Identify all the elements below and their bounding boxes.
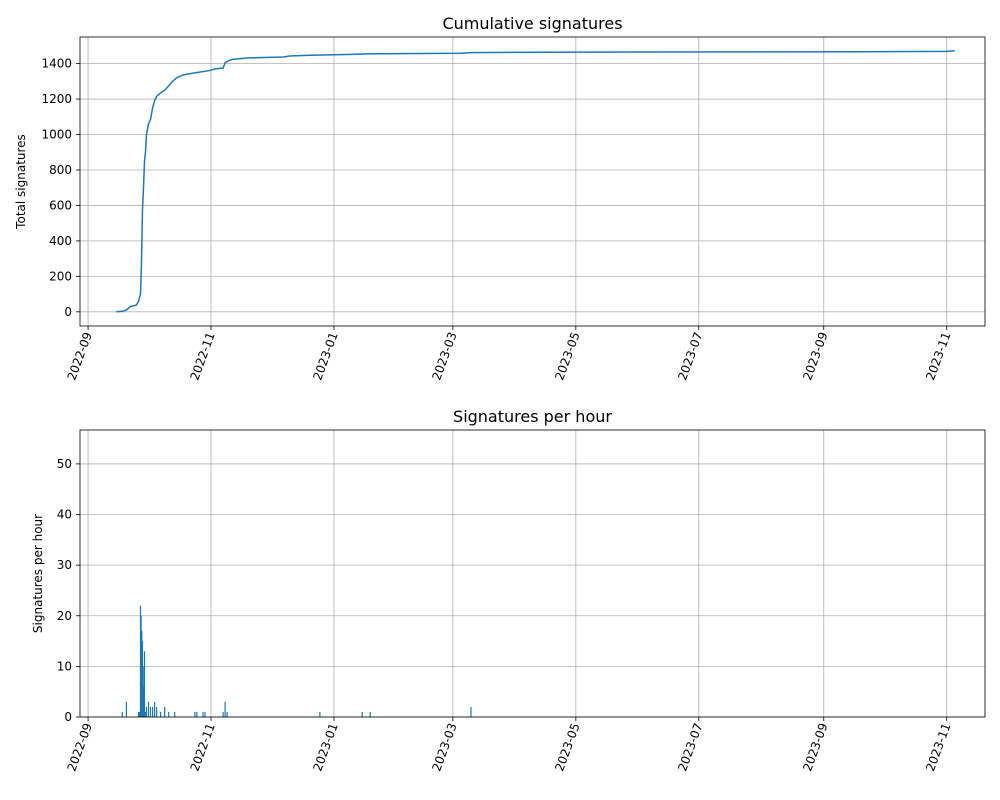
bar [140, 615, 142, 717]
axes-frame [79, 429, 986, 718]
bar [204, 711, 206, 717]
x-tick-label: 2022-11 [188, 330, 218, 382]
y-tick-label: 10 [57, 659, 72, 673]
bar [196, 711, 198, 717]
bar [154, 701, 156, 717]
y-axis-label: Signatures per hour [31, 514, 45, 633]
bar [222, 711, 224, 717]
signatures-per-hour-chart: 0 10 20 30 40 50 2022-09 2022-11 2023-01 2023-03 2… [31, 407, 986, 773]
y-tick-label: 0 [64, 710, 72, 724]
x-tick-label: 2023-09 [800, 330, 830, 382]
bar [141, 631, 143, 717]
y-tick-label: 20 [57, 609, 72, 623]
y-tick-label: 1200 [41, 92, 72, 106]
y-tick-label: 600 [49, 198, 72, 212]
x-tick-label: 2023-11 [923, 330, 953, 382]
bar [145, 706, 148, 717]
y-tick-label: 200 [49, 269, 72, 283]
y-tick-label: 0 [64, 305, 72, 319]
x-tick-label: 2023-05 [552, 330, 582, 382]
bar [174, 711, 176, 717]
x-tick-label: 2023-03 [429, 330, 459, 382]
x-tick-label: 2023-09 [800, 721, 830, 773]
bar [144, 711, 147, 717]
x-tick-label: 2023-11 [923, 721, 953, 773]
y-axis-label: Total signatures [14, 134, 28, 230]
bar [147, 701, 150, 717]
bar [143, 651, 146, 717]
bar [202, 711, 204, 717]
chart-title: Cumulative signatures [442, 14, 622, 33]
bar [168, 711, 170, 717]
bar [361, 711, 363, 717]
bar [152, 706, 154, 717]
x-tick-label: 2023-01 [310, 721, 340, 773]
y-tick-label: 30 [57, 558, 72, 572]
cumulative-signatures-chart: 0 200 400 600 800 1000 1200 1400 2022-09 2022-11 2… [14, 14, 986, 382]
x-tick-label: 2022-09 [65, 330, 95, 382]
x-tick-label: 2022-09 [65, 721, 95, 773]
y-tick-label: 800 [49, 163, 72, 177]
axes-frame [79, 36, 986, 327]
x-tick-label: 2022-11 [188, 721, 218, 773]
bar [141, 641, 144, 717]
series-line [116, 49, 955, 313]
bar [226, 711, 228, 717]
bar [164, 706, 166, 717]
y-tick-label: 40 [57, 508, 72, 522]
y-tick-label: 400 [49, 234, 72, 248]
x-tick-label: 2023-01 [310, 330, 340, 382]
bar [194, 711, 196, 717]
bar [137, 711, 140, 717]
bar [224, 701, 226, 717]
bar [149, 706, 152, 717]
x-tick-label: 2023-03 [429, 721, 459, 773]
bar [160, 711, 162, 717]
bar [125, 701, 127, 717]
chart-title: Signatures per hour [453, 407, 612, 426]
y-tick-label: 1000 [41, 128, 72, 142]
x-tick-label: 2023-07 [675, 330, 705, 382]
x-tick-label: 2023-07 [675, 721, 705, 773]
bar [470, 706, 472, 717]
x-tick-label: 2023-05 [552, 721, 582, 773]
y-tick-label: 1400 [41, 57, 72, 71]
bar [121, 711, 123, 717]
bar [143, 686, 145, 717]
bar [138, 711, 141, 717]
bar [319, 711, 321, 717]
y-tick-label: 50 [57, 457, 72, 471]
bar [156, 706, 158, 717]
bar [369, 711, 371, 717]
